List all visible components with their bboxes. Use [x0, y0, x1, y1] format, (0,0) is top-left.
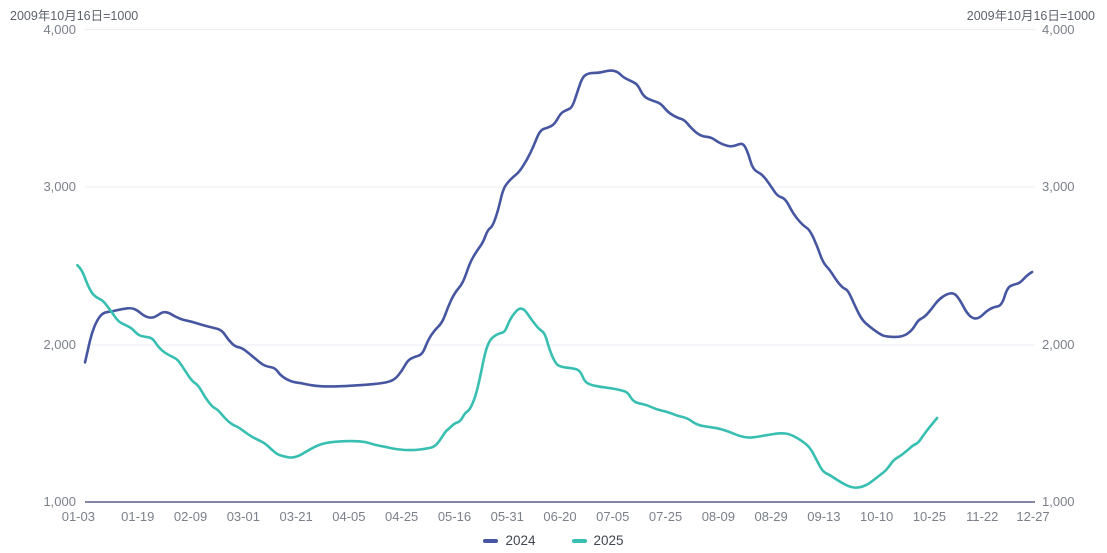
x-tick-label-09-13: 09-13 — [807, 509, 841, 524]
x-tick-label-03-21: 03-21 — [279, 509, 313, 524]
legend-label-2025: 2025 — [593, 533, 624, 548]
x-tick-label-12-27: 12-27 — [1016, 509, 1050, 524]
y-tick-label-left-3,000: 3,000 — [43, 179, 76, 194]
y-tick-label-left-4,000: 4,000 — [43, 21, 76, 37]
series-line-2025[interactable] — [76, 263, 939, 489]
x-tick-label-11-22: 11-22 — [966, 509, 999, 524]
x-tick-label-06-20: 06-20 — [543, 509, 577, 524]
legend: 2024 2025 — [0, 533, 1107, 548]
x-tick-label-04-05: 04-05 — [332, 509, 366, 524]
y-tick-label-right-2,000: 2,000 — [1042, 337, 1075, 352]
x-tick-label-08-09: 08-09 — [701, 509, 735, 524]
legend-swatch-2024 — [483, 538, 499, 543]
legend-item-2024[interactable]: 2024 — [483, 533, 536, 548]
x-tick-label-04-25: 04-25 — [385, 509, 419, 524]
plot-area[interactable] — [76, 29, 1035, 505]
y-tick-label-right-1,000: 1,000 — [1042, 494, 1075, 509]
series-line-2024[interactable] — [83, 69, 1034, 388]
y-tick-label-left-1,000: 1,000 — [43, 494, 76, 509]
y-tick-label-right-4,000: 4,000 — [1042, 21, 1075, 37]
x-tick-label-02-09: 02-09 — [173, 509, 208, 524]
index-base-note-left: 2009年10月16日=1000 — [10, 9, 139, 23]
x-tick-label-10-25: 10-25 — [912, 509, 947, 524]
x-tick-label-08-29: 08-29 — [754, 509, 788, 524]
y-tick-label-left-2,000: 2,000 — [43, 337, 76, 352]
legend-label-2024: 2024 — [505, 533, 536, 548]
x-tick-label-05-16: 05-16 — [437, 509, 472, 524]
legend-swatch-2025 — [571, 538, 587, 543]
x-tick-label-01-19: 01-19 — [121, 509, 155, 524]
x-tick-label-01-03: 01-03 — [61, 509, 95, 524]
index-base-note-right: 2009年10月16日=1000 — [966, 9, 1095, 23]
y-tick-label-right-3,000: 3,000 — [1042, 179, 1075, 194]
x-tick-label-07-05: 07-05 — [596, 509, 630, 524]
x-tick-label-10-10: 10-10 — [860, 509, 894, 524]
legend-item-2025[interactable]: 2025 — [571, 533, 624, 548]
x-tick-label-07-25: 07-25 — [648, 509, 683, 524]
x-tick-label-05-31: 05-31 — [490, 509, 524, 524]
x-tick-label-03-01: 03-01 — [226, 509, 260, 524]
